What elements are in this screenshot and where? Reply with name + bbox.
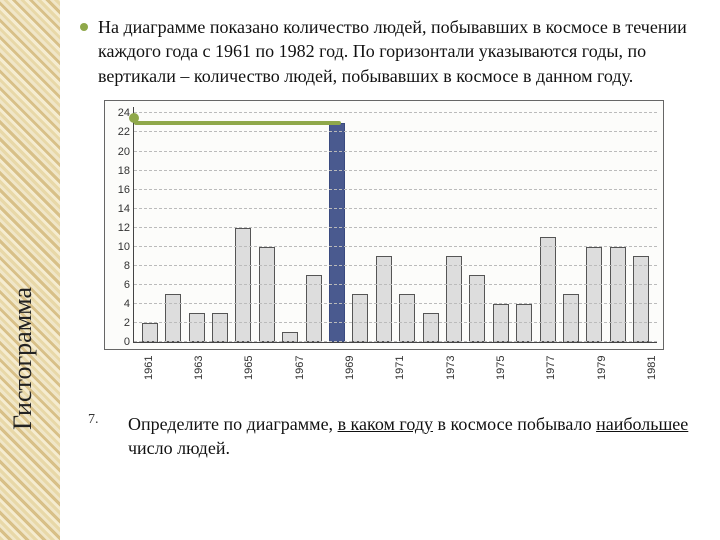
gridline [134,151,657,152]
x-tick-label: 1971 [394,364,406,380]
bar [633,256,649,342]
chart-container: 024681012141618202224 196119631965196719… [104,100,700,350]
x-tick-label: 1969 [344,364,356,380]
x-tick-label: 1981 [646,364,658,380]
x-tick-label [218,364,230,380]
x-tick-label [369,364,381,380]
decorative-strip [0,0,60,540]
gridline [134,341,657,342]
y-tick-label: 6 [108,279,130,291]
bar [423,313,439,342]
x-tick-label: 1965 [243,364,255,380]
y-tick-label: 14 [108,203,130,215]
x-tick-label: 1961 [143,364,155,380]
y-tick-label: 2 [108,317,130,329]
bar [306,275,322,342]
content-area: На диаграмме показано количество людей, … [80,15,700,460]
slide-title: Гистограмма [8,287,38,430]
x-tick-label [168,364,180,380]
problem-text: На диаграмме показано количество людей, … [98,15,700,88]
x-tick-label [470,364,482,380]
y-tick-label: 0 [108,336,130,348]
gridline [134,246,657,247]
bar [189,313,205,342]
y-tick-label: 8 [108,260,130,272]
x-tick-label [621,364,633,380]
y-tick-label: 12 [108,222,130,234]
bar [165,294,181,342]
q-underline-1: в каком году [338,414,433,434]
gridline [134,265,657,266]
y-tick-label: 10 [108,241,130,253]
question-number: 7. [88,412,110,461]
plot-area: 024681012141618202224 [133,107,657,343]
bar [352,294,368,342]
bar [212,313,228,342]
q-mid: в космосе побывало [433,414,596,434]
question-text: Определите по диаграмме, в каком году в … [128,412,700,461]
gridline [134,227,657,228]
x-tick-label: 1975 [495,364,507,380]
bar [142,323,158,342]
x-tick-label [671,364,683,380]
gridline [134,189,657,190]
y-tick-label: 4 [108,298,130,310]
annotation-dot [129,113,139,123]
x-tick-label [520,364,532,380]
bar [610,247,626,342]
bar [540,237,556,342]
x-tick-label: 1967 [294,364,306,380]
x-tick-label: 1973 [445,364,457,380]
annotation-line [134,121,341,125]
gridline [134,170,657,171]
bar [586,247,602,342]
bars-group [134,107,657,342]
gridline [134,284,657,285]
y-tick-label: 20 [108,146,130,158]
gridline [134,208,657,209]
y-tick-label: 16 [108,184,130,196]
x-axis-labels: 1961196319651967196919711973197519771979… [132,352,694,364]
gridline [134,112,657,113]
gridline [134,322,657,323]
bar [399,294,415,342]
problem-block: На диаграмме показано количество людей, … [80,15,700,88]
y-tick-label: 18 [108,165,130,177]
y-tick-label: 22 [108,126,130,138]
x-tick-label: 1977 [545,364,557,380]
x-tick-label [571,364,583,380]
y-tick-label: 24 [108,107,130,119]
bar-highlighted [329,123,345,342]
x-tick-label: 1963 [193,364,205,380]
question-block: 7. Определите по диаграмме, в каком году… [88,412,700,461]
bar [563,294,579,342]
bar [376,256,392,342]
q-underline-2: наибольшее [596,414,688,434]
gridline [134,303,657,304]
bar [469,275,485,342]
bar [259,247,275,342]
x-tick-label [419,364,431,380]
q-prefix: Определите по диаграмме, [128,414,338,434]
x-tick-label: 1979 [596,364,608,380]
histogram-chart: 024681012141618202224 [104,100,664,350]
bullet-icon [80,23,88,31]
x-tick-label [268,364,280,380]
bar [446,256,462,342]
gridline [134,131,657,132]
x-tick-label [319,364,331,380]
q-suffix: число людей. [128,438,230,458]
